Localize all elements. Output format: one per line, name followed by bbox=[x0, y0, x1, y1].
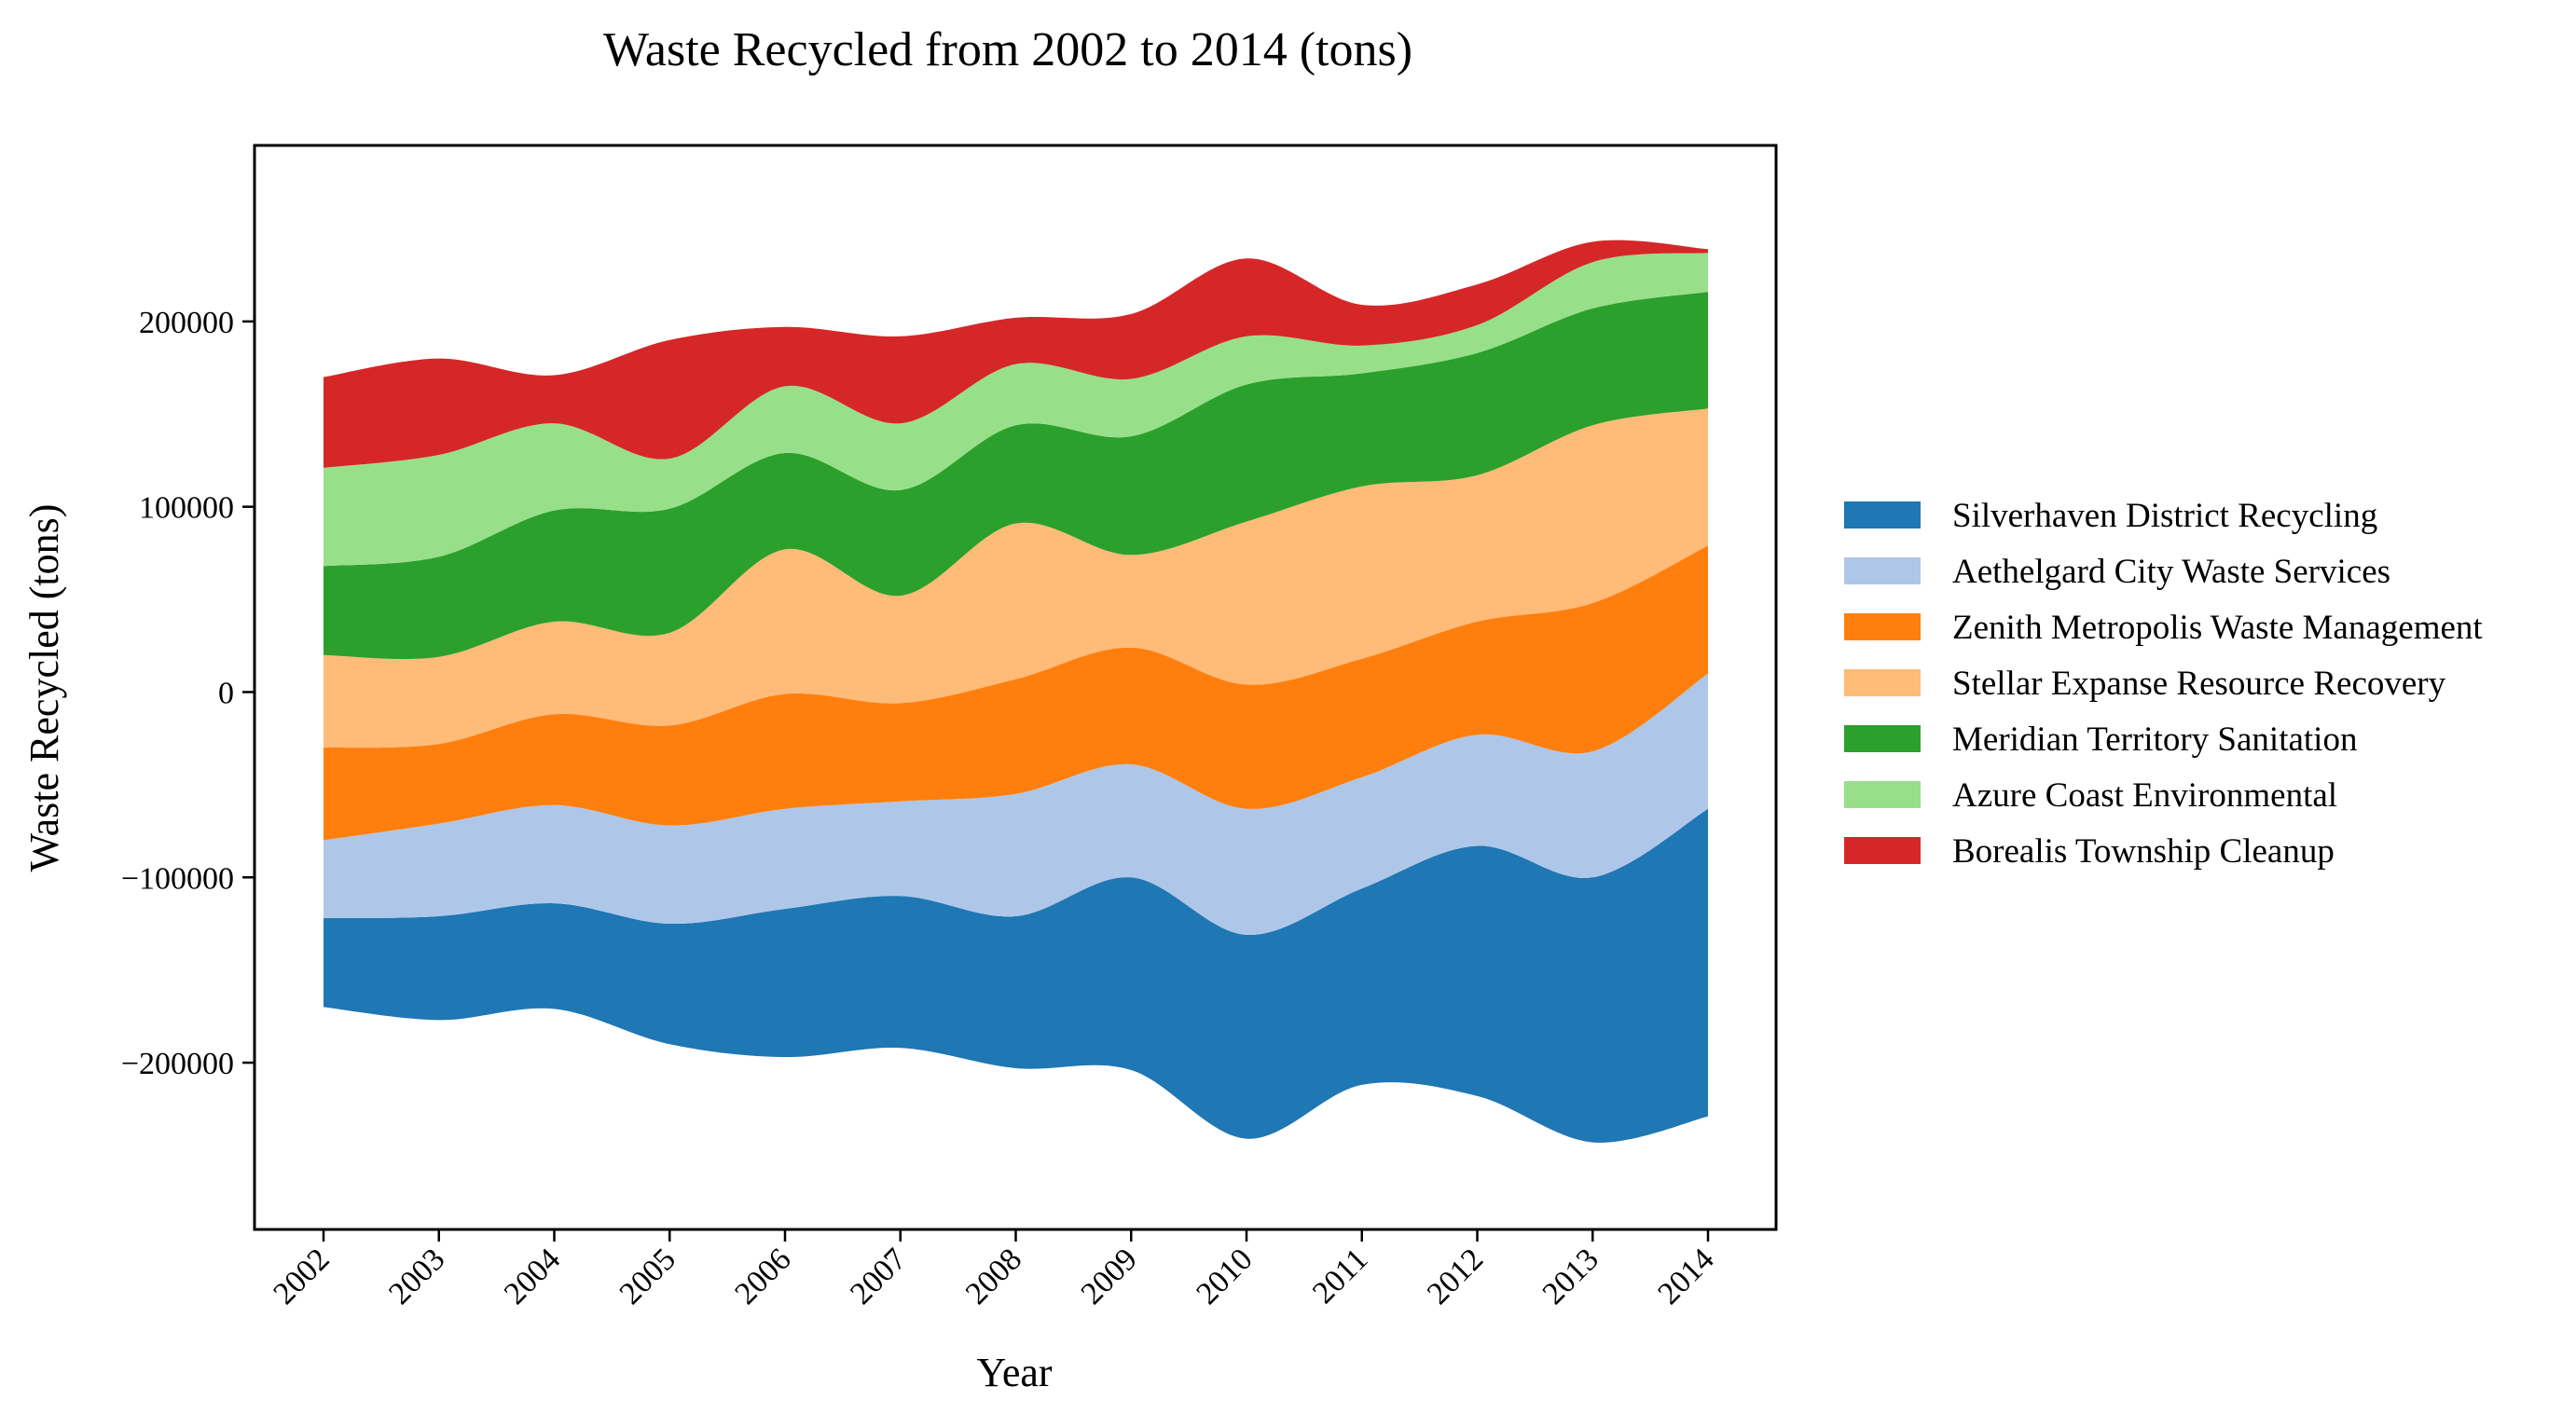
x-tick-label: 2009 bbox=[1075, 1242, 1144, 1311]
y-tick-label: −100000 bbox=[121, 861, 234, 896]
legend-swatch bbox=[1844, 781, 1921, 808]
legend-label: Azure Coast Environmental bbox=[1952, 776, 2337, 815]
legend-swatch bbox=[1844, 501, 1921, 529]
y-tick-label: 200000 bbox=[139, 306, 234, 340]
x-tick-label: 2012 bbox=[1421, 1242, 1490, 1311]
legend-label: Zenith Metropolis Waste Management bbox=[1952, 609, 2483, 647]
series-area-4 bbox=[324, 408, 1708, 748]
series-area-6 bbox=[324, 253, 1708, 567]
y-tick-label: −200000 bbox=[121, 1047, 234, 1081]
legend-label: Silverhaven District Recycling bbox=[1952, 497, 2377, 535]
series-area-3 bbox=[324, 545, 1708, 841]
legend-label: Aethelgard City Waste Services bbox=[1952, 553, 2390, 591]
legend-label: Borealis Township Cleanup bbox=[1952, 832, 2335, 871]
x-tick-label: 2006 bbox=[728, 1242, 797, 1311]
y-axis-title: Waste Recycled (tons) bbox=[21, 504, 67, 872]
y-tick-label: 100000 bbox=[139, 491, 234, 526]
chart-title: Waste Recycled from 2002 to 2014 (tons) bbox=[603, 23, 1412, 76]
series-area-2 bbox=[324, 673, 1708, 935]
legend-swatch bbox=[1844, 613, 1921, 640]
x-tick-label: 2010 bbox=[1190, 1242, 1259, 1311]
y-tick-label: 0 bbox=[218, 676, 234, 710]
series-area-5 bbox=[324, 292, 1708, 659]
legend-label: Meridian Territory Sanitation bbox=[1952, 721, 2357, 759]
x-axis-title: Year bbox=[976, 1350, 1052, 1395]
legend-swatch bbox=[1844, 557, 1921, 584]
x-tick-label: 2008 bbox=[959, 1242, 1028, 1311]
legend-swatch bbox=[1844, 725, 1921, 752]
x-tick-label: 2013 bbox=[1536, 1242, 1605, 1311]
x-tick-label: 2014 bbox=[1651, 1242, 1720, 1311]
legend-label: Stellar Expanse Resource Recovery bbox=[1952, 665, 2446, 703]
stream-areas bbox=[324, 240, 1708, 1143]
x-axis: 2002 2003 2004 2005 2006 2007 2008 2009 2010 2011… bbox=[267, 1229, 1721, 1311]
x-tick-label: 2005 bbox=[613, 1242, 682, 1311]
x-tick-label: 2003 bbox=[382, 1242, 451, 1311]
x-tick-label: 2007 bbox=[844, 1242, 913, 1311]
x-tick-label: 2004 bbox=[498, 1242, 567, 1311]
legend: Silverhaven District Recycling Aethelgard… bbox=[1844, 497, 2483, 871]
x-tick-label: 2002 bbox=[267, 1242, 336, 1311]
legend-swatch bbox=[1844, 669, 1921, 696]
x-tick-label: 2011 bbox=[1306, 1242, 1374, 1310]
series-area-7 bbox=[324, 240, 1708, 468]
legend-swatch bbox=[1844, 837, 1921, 864]
series-area-1 bbox=[324, 808, 1708, 1143]
y-axis: −200000 −100000 0 100000 200000 bbox=[121, 306, 255, 1081]
